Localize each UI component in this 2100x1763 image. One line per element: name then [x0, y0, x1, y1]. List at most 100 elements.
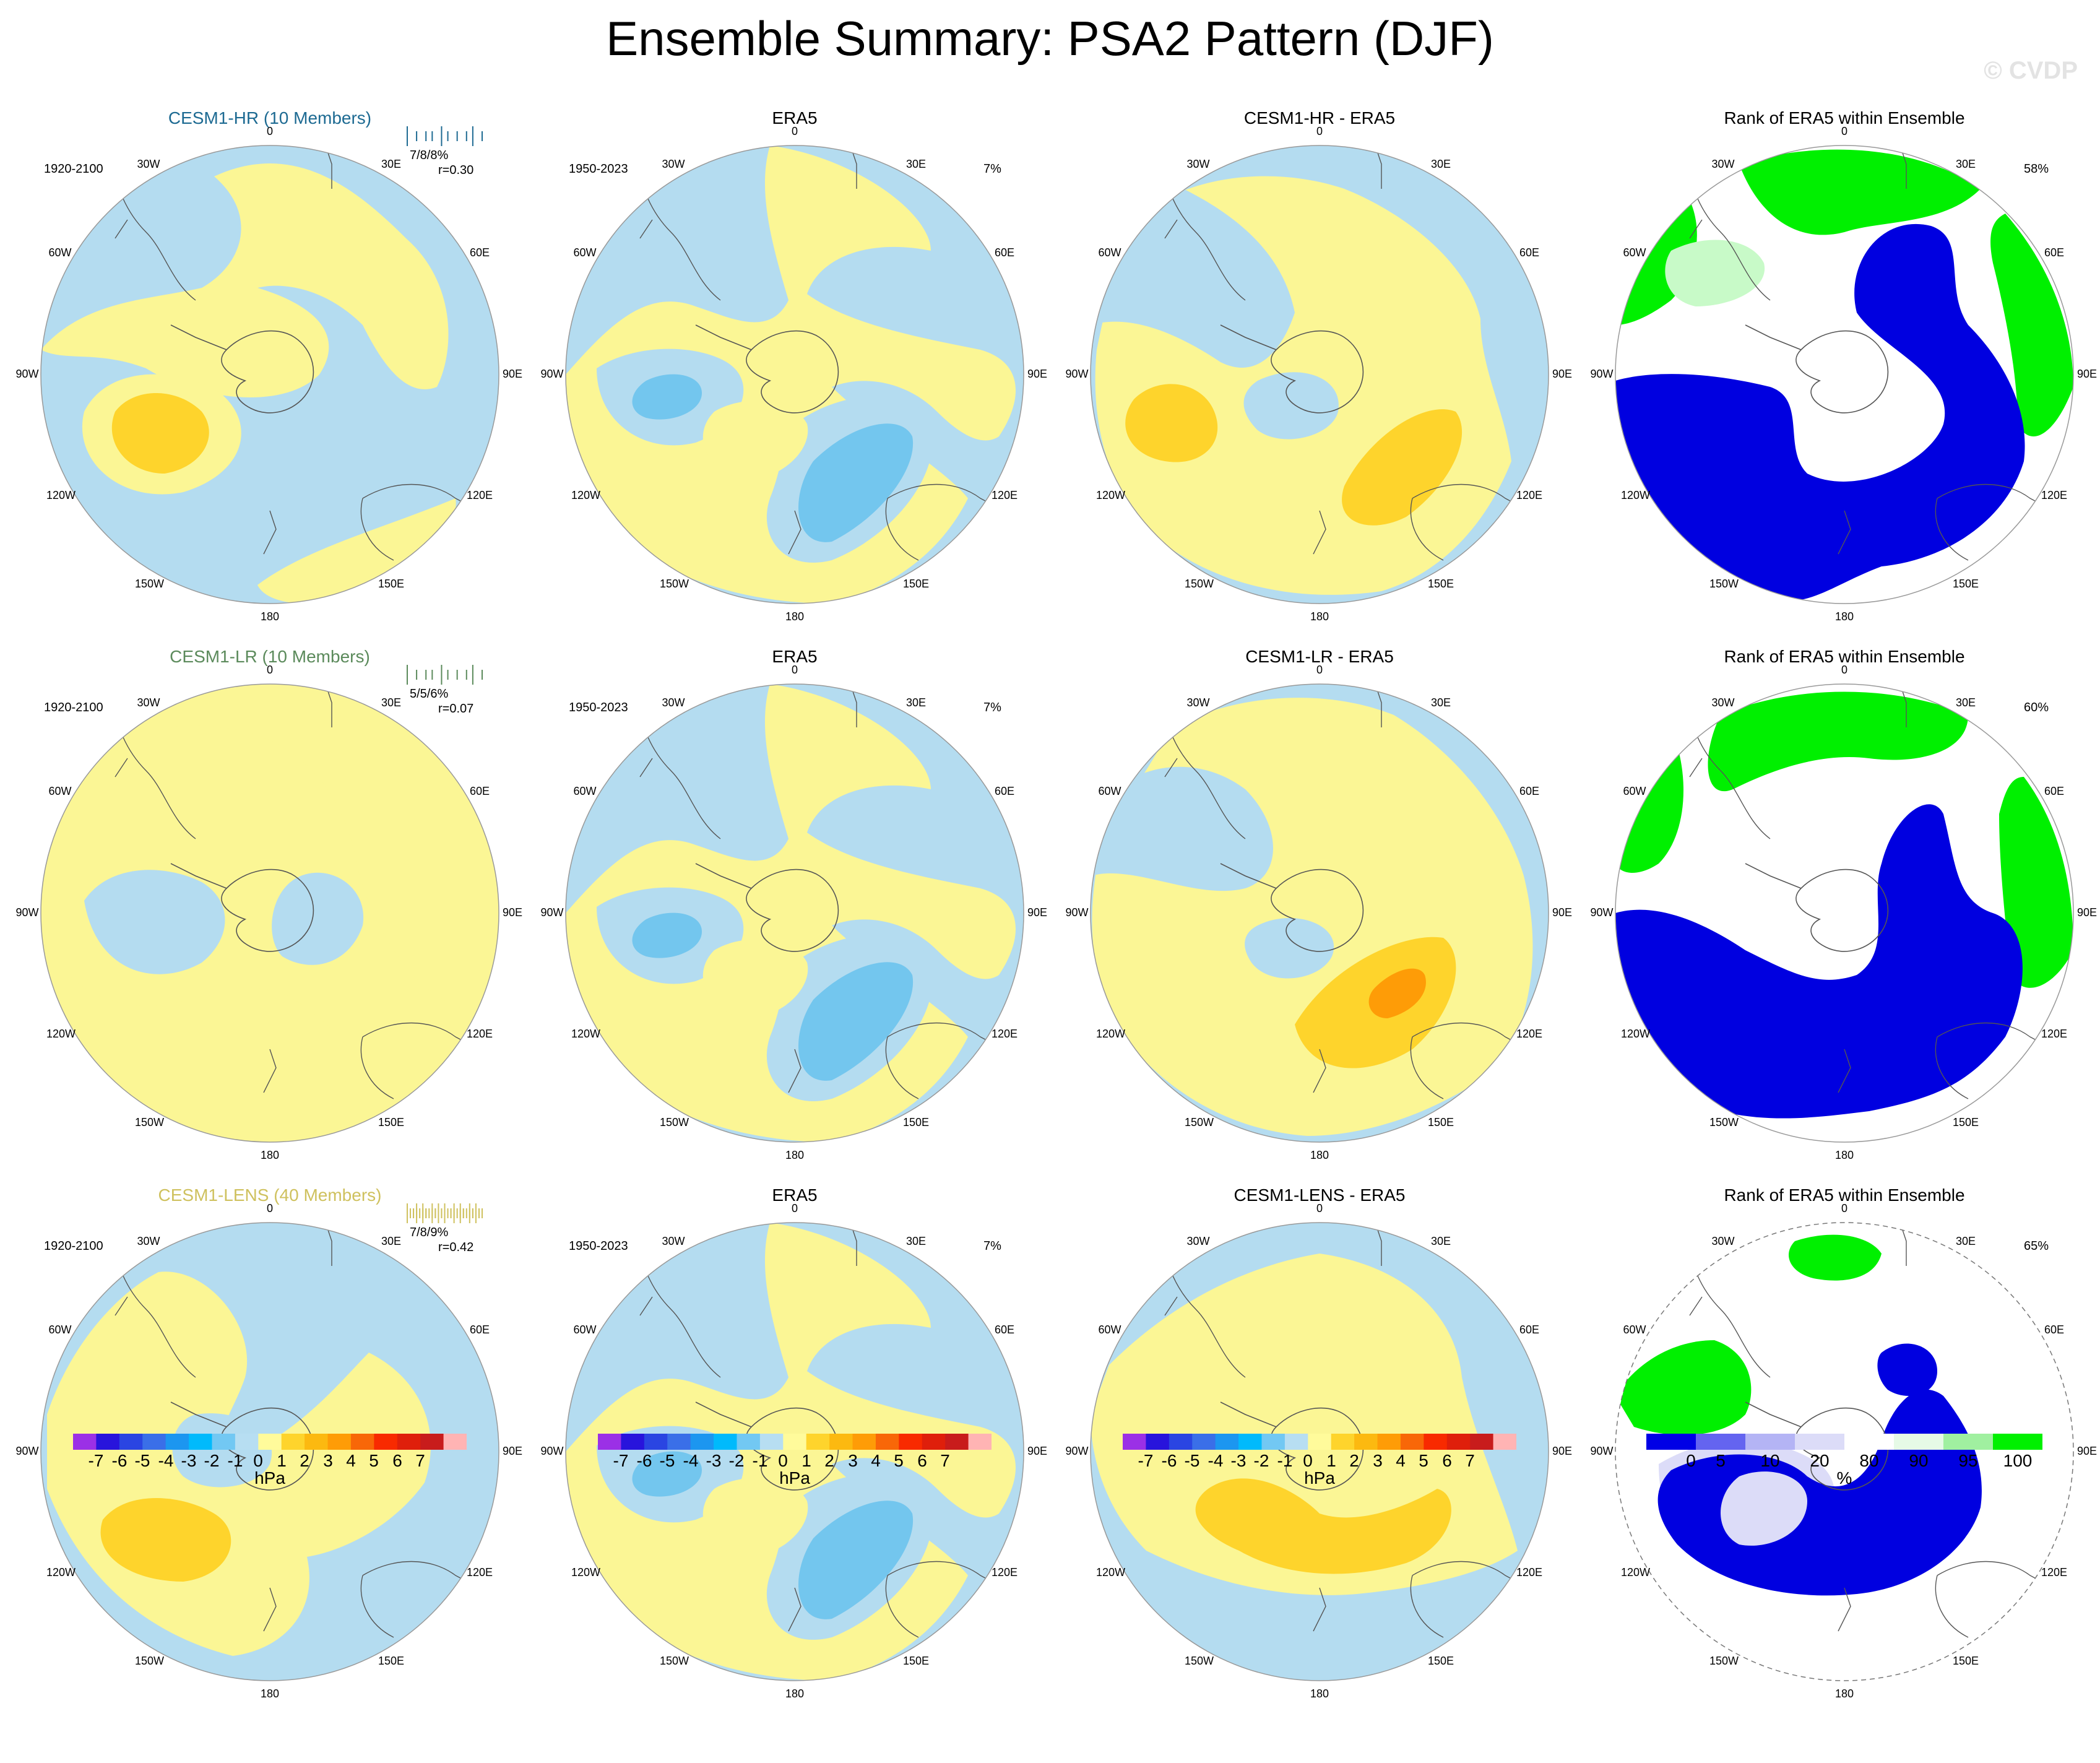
colorbar-swatch: [1795, 1434, 1845, 1450]
longitude-label-60w: 60W: [573, 1323, 597, 1336]
longitude-label-90w: 90W: [1065, 368, 1089, 380]
watermark: © CVDP: [1984, 57, 2078, 84]
colorbar-swatch: [1646, 1434, 1696, 1450]
longitude-label-60w: 60W: [1623, 785, 1646, 797]
colorbar-swatch: [1331, 1434, 1355, 1450]
colorbar-swatch: [1446, 1434, 1471, 1450]
colorbar-hpa-label: 1: [1326, 1451, 1336, 1470]
colorbar-hpa-label: 2: [1349, 1451, 1359, 1470]
longitude-label-30e: 30E: [1955, 1235, 1976, 1247]
colorbar-swatch: [281, 1434, 305, 1450]
colorbar-swatch: [1169, 1434, 1193, 1450]
longitude-label-120e: 120E: [466, 489, 493, 501]
longitude-label-120e: 120E: [2041, 1028, 2068, 1040]
colorbar-hpa-label: 7: [940, 1451, 950, 1470]
longitude-label-120e: 120E: [1516, 1566, 1543, 1579]
colorbar-swatch: [852, 1434, 876, 1450]
antarctica-coastline: [695, 324, 839, 414]
longitude-label-180: 180: [1834, 1149, 1854, 1161]
colorbar-pct-label: 100: [2003, 1451, 2033, 1470]
antarctica-coastline: [170, 863, 314, 952]
years-label-row1: 1920-2100: [44, 162, 103, 176]
panel-title-model-row1: CESM1-HR (10 Members): [168, 108, 372, 128]
longitude-label-120w: 120W: [46, 1566, 76, 1579]
contour-region-3: [111, 393, 209, 474]
colorbar-hpa-label: -7: [1138, 1451, 1154, 1470]
longitude-label-120w: 120W: [571, 1028, 601, 1040]
longitude-label-180: 180: [1310, 610, 1329, 623]
longitude-label-150e: 150E: [1427, 1116, 1454, 1128]
pattern-correlation-row3: r=0.42: [438, 1241, 474, 1254]
colorbar-swatch: [1192, 1434, 1216, 1450]
longitude-label-90w: 90W: [1590, 906, 1614, 919]
colorbar-swatch: [420, 1434, 444, 1450]
contour-region-6: [702, 939, 808, 1018]
contour-region-2: [84, 870, 225, 974]
longitude-label-90w: 90W: [540, 906, 564, 919]
colorbar-swatch: [96, 1434, 120, 1450]
map-model-row2: [40, 683, 499, 1143]
colorbar-hpa-label: -7: [88, 1451, 104, 1470]
longitude-label-180: 180: [1310, 1687, 1329, 1700]
longitude-label-30w: 30W: [1711, 158, 1735, 170]
longitude-label-150w: 150W: [1185, 578, 1214, 590]
longitude-label-30w: 30W: [662, 1235, 685, 1247]
contour-region-5: [798, 423, 914, 542]
longitude-label-60e: 60E: [469, 785, 490, 797]
longitude-label-60w: 60W: [573, 785, 597, 797]
colorbar-hpa-label: 0: [253, 1451, 263, 1470]
colorbar-swatch: [1123, 1434, 1146, 1450]
longitude-label-60e: 60E: [469, 1323, 490, 1336]
longitude-label-60w: 60W: [1623, 246, 1646, 259]
pattern-correlation-row1: r=0.30: [438, 163, 474, 177]
member-spread-ticks-row3: [407, 1203, 483, 1223]
longitude-label-120w: 120W: [1096, 1566, 1126, 1579]
colorbar-hpa-label: 3: [848, 1451, 858, 1470]
longitude-label-90e: 90E: [2076, 368, 2098, 380]
colorbar-swatch: [806, 1434, 830, 1450]
longitude-label-150w: 150W: [135, 1116, 165, 1128]
contour-region-5: [1615, 223, 2025, 601]
contour-region-6: [702, 1478, 808, 1557]
colorbar-swatch: [1943, 1434, 1994, 1450]
map-model-row3: [40, 1222, 499, 1681]
longitude-label-180: 180: [1834, 1687, 1854, 1700]
obs-years-row3: 1950-2023: [569, 1239, 628, 1253]
colorbar-hpa-label: -3: [706, 1451, 722, 1470]
longitude-label-180: 180: [260, 610, 280, 623]
colorbar-swatch: [667, 1434, 691, 1450]
colorbar-hpa-label: 3: [323, 1451, 333, 1470]
colorbar-pct-label: 95: [1958, 1451, 1978, 1470]
contour-region-3: [1243, 372, 1339, 440]
longitude-label-30e: 30E: [1955, 158, 1976, 170]
map-boundary: [565, 1222, 1024, 1681]
contour-region-4: [1125, 384, 1218, 462]
longitude-label-30e: 30E: [1955, 696, 1976, 709]
longitude-label-150w: 150W: [1185, 1655, 1214, 1667]
contour-region-2: [1091, 189, 1295, 368]
obs-years-row1: 1950-2023: [569, 162, 628, 176]
longitude-label-30w: 30W: [1186, 696, 1210, 709]
colorbar-swatch: [968, 1434, 992, 1450]
colorbar-hpa-label: -6: [636, 1451, 652, 1470]
longitude-label-60e: 60E: [1519, 785, 1540, 797]
panel-title-obs-row1: ERA5: [772, 108, 818, 128]
colorbar-pct-label: 5: [1716, 1451, 1726, 1470]
map-diff-row1: [1090, 145, 1549, 604]
map-obs-row2: [565, 683, 1024, 1143]
colorbar-swatch: [258, 1434, 282, 1450]
contour-region-5: [798, 962, 914, 1081]
colorbar-hpa-units: hPa: [1304, 1468, 1335, 1488]
contour-region-5: [1368, 968, 1426, 1018]
colorbar-hpa-units: hPa: [254, 1468, 285, 1488]
panel-title-rank-row3: Rank of ERA5 within Ensemble: [1724, 1185, 1965, 1205]
antarctica-coastline: [1745, 863, 1889, 952]
colorbar-hpa-label: 7: [1465, 1451, 1475, 1470]
longitude-label-30w: 30W: [1711, 696, 1735, 709]
colorbar-swatch: [1377, 1434, 1401, 1450]
longitude-label-60w: 60W: [48, 785, 72, 797]
longitude-label-150w: 150W: [660, 1655, 689, 1667]
longitude-label-0: 0: [266, 664, 273, 676]
colorbar-hpa-label: -2: [204, 1451, 220, 1470]
colorbar-hpa-label: -7: [613, 1451, 629, 1470]
